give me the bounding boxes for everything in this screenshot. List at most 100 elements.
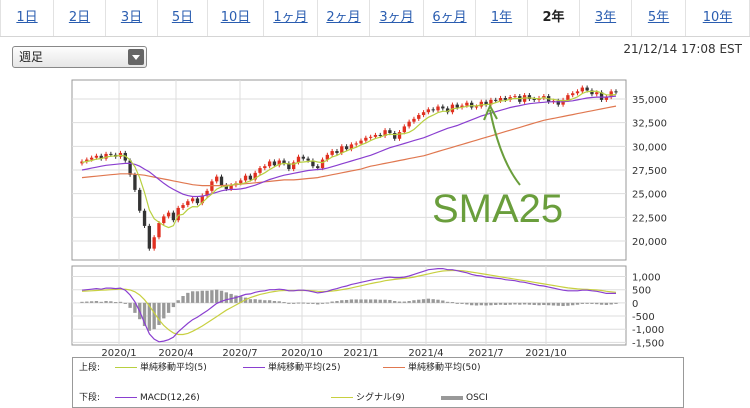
candle-body bbox=[494, 99, 498, 101]
candle-body bbox=[89, 157, 94, 160]
candle-body bbox=[263, 166, 267, 169]
osci-bar bbox=[258, 299, 262, 303]
candle-body bbox=[320, 159, 325, 169]
candle-body bbox=[147, 225, 152, 249]
tab-12[interactable]: 3年 bbox=[580, 0, 632, 36]
annotation-arrowhead bbox=[483, 103, 498, 121]
candle-body bbox=[388, 130, 392, 134]
osci-bar bbox=[311, 302, 315, 304]
osci-bar bbox=[614, 302, 618, 304]
legend-item-sma50: 単純移動平均(50) bbox=[383, 361, 480, 375]
candle-body bbox=[292, 162, 296, 170]
osci-bar bbox=[508, 302, 512, 305]
candle-body bbox=[417, 115, 421, 119]
osci-bar bbox=[114, 302, 118, 304]
candle-body bbox=[99, 155, 103, 159]
tab-13[interactable]: 5年 bbox=[632, 0, 686, 36]
osci-bar bbox=[104, 301, 108, 303]
candle-body bbox=[272, 161, 277, 166]
osci-bar bbox=[417, 299, 421, 303]
x-tick-label: 2021/7 bbox=[468, 348, 503, 359]
osci-bar bbox=[253, 299, 257, 303]
x-tick-label: 2020/10 bbox=[281, 348, 323, 359]
candle-body bbox=[282, 160, 286, 164]
osci-bar bbox=[542, 302, 546, 305]
candle-body bbox=[128, 160, 132, 175]
candle-body bbox=[359, 140, 363, 144]
osci-bar bbox=[388, 299, 392, 303]
tab-6[interactable]: 1ヶ月 bbox=[264, 0, 318, 36]
tab-11[interactable]: 2年 bbox=[528, 0, 580, 36]
candle-body bbox=[239, 180, 243, 184]
candle-body bbox=[595, 92, 599, 95]
osci-bar bbox=[383, 299, 387, 303]
osci-bar bbox=[248, 299, 253, 303]
legend-label-osci: OSCI bbox=[466, 393, 488, 403]
candle-body bbox=[301, 156, 305, 159]
candle-body bbox=[566, 95, 570, 100]
tab-9[interactable]: 6ヶ月 bbox=[424, 0, 476, 36]
candle-body bbox=[248, 175, 253, 180]
legend-row-upper: 上段: bbox=[79, 361, 100, 375]
candle-body bbox=[556, 100, 560, 105]
osci-bar bbox=[162, 302, 166, 319]
candle-body bbox=[200, 195, 204, 204]
candle-body bbox=[393, 133, 397, 139]
osci-bar bbox=[306, 302, 310, 304]
candle-body bbox=[513, 96, 517, 98]
tab-2[interactable]: 2日 bbox=[54, 0, 106, 36]
interval-select[interactable]: 週足 bbox=[12, 46, 147, 68]
candle-body bbox=[397, 132, 402, 139]
candle-body bbox=[94, 155, 99, 158]
osci-bar bbox=[465, 302, 469, 305]
tab-4[interactable]: 5日 bbox=[158, 0, 208, 36]
osci-bar bbox=[267, 300, 272, 303]
x-tick-label: 2020/7 bbox=[222, 348, 257, 359]
osci-bar bbox=[325, 302, 330, 304]
candle-body bbox=[532, 98, 536, 100]
candle-body bbox=[503, 98, 508, 100]
legend-swatch-sma25 bbox=[243, 367, 265, 368]
osci-bar bbox=[402, 301, 406, 303]
osci-bar bbox=[123, 302, 127, 304]
osci-bar bbox=[571, 302, 575, 306]
candle-body bbox=[335, 151, 339, 153]
candle-body bbox=[142, 210, 147, 226]
price-y-tick-label: 20,000 bbox=[632, 237, 667, 248]
candle-body bbox=[181, 205, 185, 208]
candle-body bbox=[585, 87, 589, 91]
osci-bar bbox=[445, 301, 450, 303]
tab-5[interactable]: 10日 bbox=[208, 0, 264, 36]
price-y-tick-label: 30,000 bbox=[632, 142, 667, 153]
osci-bar bbox=[590, 302, 594, 304]
tab-1[interactable]: 1日 bbox=[0, 0, 54, 36]
legend-item-sma5: 単純移動平均(5) bbox=[115, 361, 207, 375]
tab-3[interactable]: 3日 bbox=[106, 0, 158, 36]
interval-select-value: 週足 bbox=[19, 50, 44, 64]
candle-body bbox=[441, 106, 445, 109]
candle-body bbox=[364, 137, 368, 141]
tab-10[interactable]: 1年 bbox=[476, 0, 528, 36]
osci-bar bbox=[470, 302, 474, 306]
osci-bar bbox=[546, 302, 551, 306]
osci-bar bbox=[287, 302, 291, 304]
candle-body bbox=[243, 175, 248, 181]
price-y-tick-label: 25,000 bbox=[632, 190, 667, 201]
osci-bar bbox=[109, 301, 113, 303]
osci-bar bbox=[580, 302, 584, 304]
osci-bar bbox=[551, 302, 556, 306]
tab-7[interactable]: 2ヶ月 bbox=[318, 0, 370, 36]
chevron-down-icon[interactable] bbox=[128, 49, 144, 65]
osci-bar bbox=[94, 301, 99, 303]
osci-bar bbox=[359, 299, 363, 303]
candle-body bbox=[85, 159, 89, 162]
osci-bar bbox=[609, 302, 613, 305]
legend-label-signal: シグナル(9) bbox=[356, 393, 405, 403]
sma50-line bbox=[81, 105, 617, 187]
candle-body bbox=[325, 154, 330, 160]
osci-bar bbox=[494, 302, 498, 305]
annotation-arrow bbox=[489, 109, 521, 186]
candle-body bbox=[166, 212, 171, 217]
osci-bar bbox=[484, 302, 488, 306]
tab-8[interactable]: 3ヶ月 bbox=[370, 0, 424, 36]
